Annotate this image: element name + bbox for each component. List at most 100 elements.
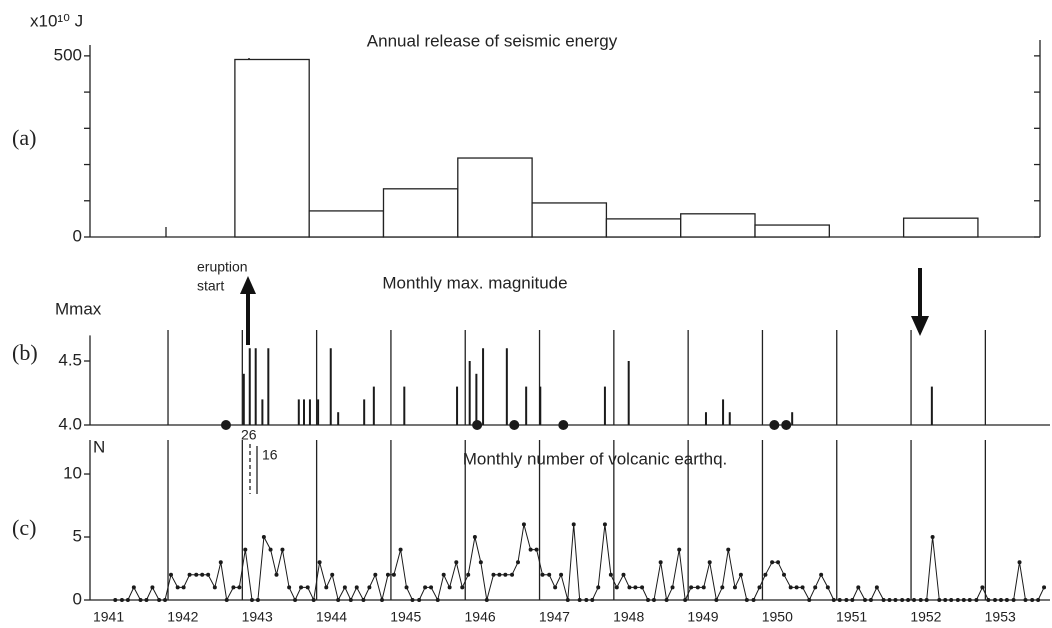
bar — [605, 218, 682, 238]
count-point — [689, 585, 694, 590]
count-point — [330, 572, 335, 577]
y-tick-label: 10 — [63, 464, 82, 483]
bar — [754, 224, 830, 238]
count-point — [317, 560, 322, 565]
count-point — [454, 560, 459, 565]
count-point — [547, 572, 552, 577]
count-point — [695, 585, 700, 590]
count-point — [874, 585, 879, 590]
count-point — [324, 585, 329, 590]
count-point — [510, 572, 515, 577]
count-point — [794, 585, 799, 590]
year-label: 1952 — [910, 609, 941, 625]
count-point — [423, 585, 428, 590]
count-point — [540, 572, 545, 577]
count-point — [287, 585, 292, 590]
y-tick-label: 500 — [54, 45, 82, 64]
count-point — [299, 585, 304, 590]
count-point — [881, 598, 886, 602]
count-point — [144, 598, 149, 602]
count-point — [862, 598, 867, 602]
count-point — [850, 598, 855, 602]
count-point — [206, 572, 211, 577]
count-point — [837, 598, 842, 602]
panel-title: Monthly number of volcanic earthq. — [463, 449, 728, 468]
count-line — [115, 524, 1045, 602]
count-point — [670, 585, 675, 590]
count-point — [491, 572, 496, 577]
count-point — [974, 598, 979, 602]
y-axis-label: x10¹⁰ J — [30, 11, 83, 30]
count-point — [856, 585, 861, 590]
count-point — [614, 585, 619, 590]
count-point — [385, 572, 390, 577]
count-point — [949, 598, 954, 602]
count-point — [466, 572, 471, 577]
annotation: 26 — [241, 427, 257, 443]
count-point — [602, 522, 607, 527]
count-point — [819, 572, 824, 577]
panel-label: (b) — [12, 340, 38, 365]
count-point — [590, 598, 595, 602]
y-tick-label: 0 — [73, 589, 82, 608]
count-point — [521, 522, 526, 527]
count-point — [119, 598, 124, 602]
count-point — [367, 585, 372, 590]
count-point — [410, 598, 415, 602]
count-point — [398, 547, 403, 552]
count-point — [231, 585, 236, 590]
count-point — [354, 585, 359, 590]
count-point — [200, 572, 205, 577]
count-point — [621, 572, 626, 577]
count-point — [1017, 560, 1022, 565]
count-point — [757, 585, 762, 590]
count-point — [844, 598, 849, 602]
count-point — [311, 598, 316, 602]
count-point — [187, 572, 192, 577]
count-point — [157, 598, 162, 602]
year-label: 1953 — [985, 609, 1016, 625]
count-point — [472, 535, 477, 540]
count-point — [435, 598, 440, 602]
count-point — [163, 598, 168, 602]
count-point — [342, 585, 347, 590]
count-point — [113, 598, 118, 602]
count-point — [484, 598, 489, 602]
y-tick-label: 0 — [73, 226, 82, 245]
count-point — [336, 598, 341, 602]
count-point — [249, 598, 254, 602]
count-point — [788, 585, 793, 590]
count-point — [930, 535, 935, 540]
annotation: eruption — [197, 259, 248, 275]
count-point — [1011, 598, 1016, 602]
count-point — [478, 560, 483, 565]
count-point — [280, 547, 285, 552]
year-label: 1945 — [390, 609, 421, 625]
count-point — [744, 598, 749, 602]
year-label: 1943 — [242, 609, 273, 625]
panel-title: Annual release of seismic energy — [367, 31, 618, 50]
count-point — [373, 572, 378, 577]
count-point — [986, 598, 991, 602]
count-point — [441, 572, 446, 577]
count-point — [800, 585, 805, 590]
count-point — [515, 560, 520, 565]
count-point — [726, 547, 731, 552]
count-point — [1030, 598, 1035, 602]
count-point — [181, 585, 186, 590]
count-point — [497, 572, 502, 577]
count-point — [224, 598, 229, 602]
count-point — [770, 560, 775, 565]
year-label: 1948 — [613, 609, 644, 625]
count-point — [677, 547, 682, 552]
count-point — [237, 585, 242, 590]
count-point — [274, 572, 279, 577]
year-label: 1951 — [836, 609, 867, 625]
count-point — [528, 547, 533, 552]
count-point — [998, 598, 1003, 602]
count-point — [212, 585, 217, 590]
bar — [457, 157, 533, 238]
bar — [902, 217, 979, 238]
count-point — [138, 598, 143, 602]
